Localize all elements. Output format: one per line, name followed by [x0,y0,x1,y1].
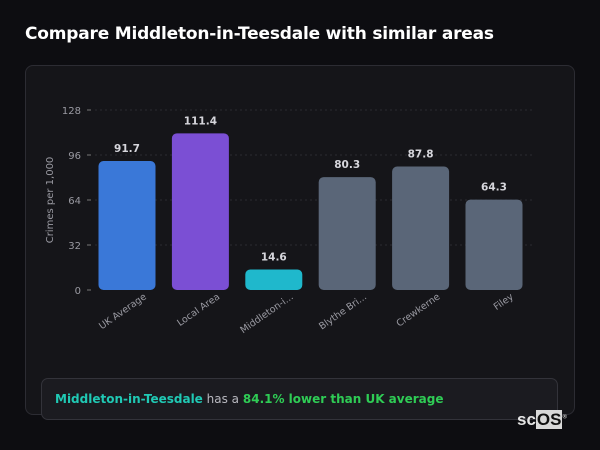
x-tick-label: Middleton-i... [238,291,295,336]
x-tick-label: UK Average [97,291,149,332]
bar [245,269,303,290]
data-label: 87.8 [408,149,434,161]
x-tick-label: Blythe Bri... [317,291,369,332]
data-label: 14.6 [261,251,287,263]
scos-logo: scOS® [517,410,567,429]
x-tick-label: Filey [492,291,516,313]
bar [171,133,229,290]
data-label: 64.3 [481,182,507,194]
bar [392,166,450,290]
data-label: 111.4 [184,115,217,127]
page-title: Compare Middleton-in-Teesdale with simil… [25,24,494,44]
comparison-callout: Middleton-in-Teesdale has a 84.1% lower … [41,378,558,420]
bar [318,177,376,290]
comparison-stat: 84.1% lower than UK average [242,392,444,406]
data-label: 91.7 [114,143,140,155]
x-tick-label: Local Area [175,291,222,328]
x-tick-label: Crewkerne [395,291,443,329]
bar [98,161,156,290]
data-label: 80.3 [334,159,360,171]
y-tick-label: 96 [68,151,81,162]
callout-connector: has a [206,392,240,406]
bar [465,199,523,290]
y-axis-label: Crimes per 1,000 [45,157,56,244]
y-tick-label: 32 [68,241,81,252]
y-tick-label: 128 [62,106,81,117]
y-tick-label: 64 [68,196,81,207]
y-tick-label: 0 [75,286,81,297]
area-name: Middleton-in-Teesdale [55,392,203,406]
